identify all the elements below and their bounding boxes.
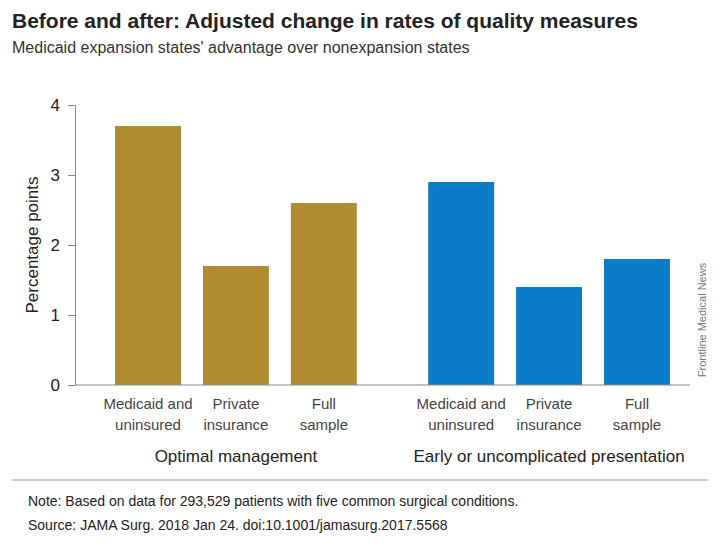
y-tick: 3 [51, 166, 75, 185]
bar [115, 126, 181, 385]
y-tick-label: 2 [51, 236, 60, 255]
y-tick-mark [68, 315, 75, 316]
group-label: Optimal management [155, 447, 318, 466]
source: Source: JAMA Surg. 2018 Jan 24. doi:10.1… [28, 517, 448, 533]
y-tick: 1 [51, 306, 75, 325]
y-tick-mark [68, 105, 75, 106]
y-tick: 4 [51, 96, 75, 115]
y-axis-title: Percentage points [23, 176, 42, 313]
y-tick: 2 [51, 236, 75, 255]
x-axis: Medicaid anduninsured Privateinsurance Ful… [103, 395, 661, 433]
y-tick-mark [68, 245, 75, 246]
bar [203, 266, 269, 385]
x-tick-label: Fullsample [300, 395, 348, 433]
baseline [75, 385, 690, 386]
bar [291, 203, 357, 385]
title: Before and after: Adjusted change in rat… [12, 9, 638, 32]
note: Note: Based on data for 293,529 patients… [28, 493, 518, 509]
bar [604, 259, 670, 385]
group-label: Early or uncomplicated presentation [413, 447, 684, 466]
y-tick-label: 0 [51, 376, 60, 395]
y-axis-line [68, 106, 76, 386]
subtitle: Medicaid expansion states' advantage ove… [12, 39, 470, 56]
y-tick-mark [68, 385, 75, 386]
x-tick-label: Fullsample [613, 395, 661, 433]
y-tick: 0 [51, 376, 75, 395]
y-tick-mark [68, 175, 75, 176]
chart: Before and after: Adjusted change in rat… [0, 0, 720, 552]
credit: Frontline Medical News [696, 262, 708, 377]
x-tick-label: Privateinsurance [203, 395, 268, 433]
bars [115, 126, 670, 385]
divider [12, 480, 708, 481]
bar [428, 182, 494, 385]
x-tick-label: Privateinsurance [517, 395, 582, 433]
x-tick-label: Medicaid anduninsured [417, 395, 506, 433]
x-tick-label: Medicaid anduninsured [103, 395, 192, 433]
y-axis: 0 1 2 3 4 [51, 96, 76, 395]
bar [516, 287, 582, 385]
y-tick-label: 3 [51, 166, 60, 185]
y-tick-label: 4 [51, 96, 60, 115]
y-tick-label: 1 [51, 306, 60, 325]
